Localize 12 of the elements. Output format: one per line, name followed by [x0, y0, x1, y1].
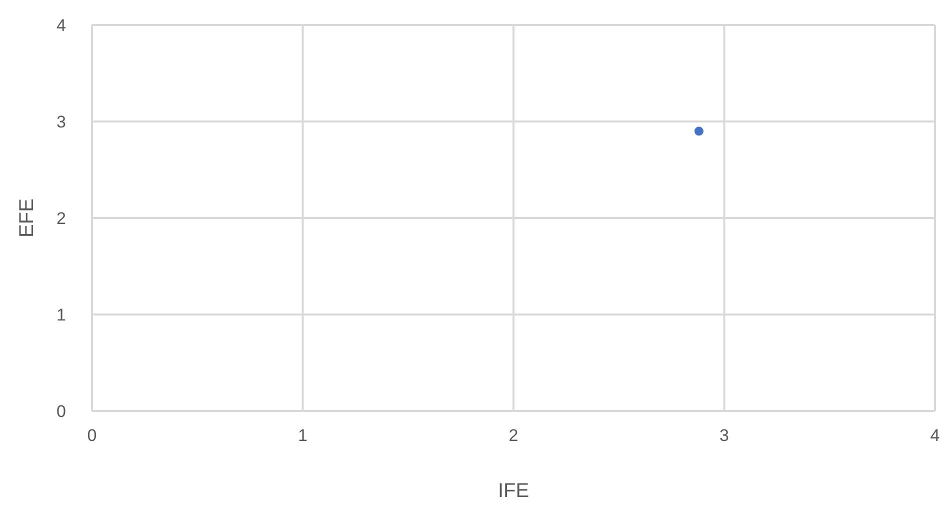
y-tick-label: 1	[56, 306, 66, 325]
x-axis-title: IFE	[498, 480, 530, 502]
x-tick-label: 2	[508, 426, 518, 446]
y-axis-title: EFE	[16, 198, 38, 238]
x-tick-label: 0	[87, 426, 97, 446]
x-tick-label: 1	[298, 426, 308, 446]
y-tick-label: 2	[56, 209, 66, 228]
x-tick-label: 4	[930, 426, 940, 446]
y-tick-label: 4	[56, 16, 66, 36]
y-tick-label: 3	[56, 112, 66, 132]
y-tick-label: 0	[56, 402, 66, 422]
x-tick-label: 3	[720, 426, 729, 446]
